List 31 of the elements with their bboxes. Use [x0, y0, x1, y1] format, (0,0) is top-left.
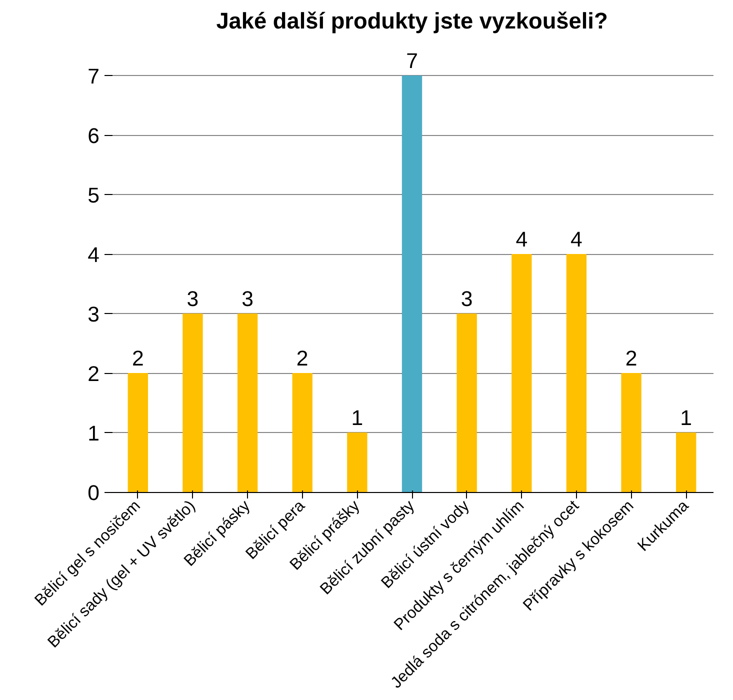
data-label: 1 [680, 406, 692, 430]
bar [182, 313, 203, 492]
y-tick-label: 2 [88, 362, 100, 386]
bar [456, 313, 477, 492]
bar [128, 372, 148, 492]
y-tick-label: 3 [88, 302, 100, 326]
data-label: 2 [625, 346, 638, 370]
data-label: 3 [242, 286, 254, 311]
y-tick-label: 5 [88, 183, 100, 208]
data-label: 2 [296, 346, 308, 370]
y-tick-label: 7 [88, 64, 100, 88]
bar [237, 313, 258, 492]
bar [566, 254, 587, 492]
bar [676, 432, 696, 492]
bar [292, 372, 312, 492]
data-label: 3 [186, 286, 199, 311]
y-tick-label: 0 [88, 481, 100, 505]
data-label: 2 [132, 346, 144, 370]
bar [347, 432, 368, 492]
data-label: 4 [516, 227, 528, 252]
data-label: 1 [351, 406, 364, 430]
y-tick-label: 1 [88, 422, 100, 446]
y-tick-label: 4 [88, 242, 100, 267]
data-label: 7 [406, 48, 418, 73]
bar [512, 254, 532, 492]
chart-title: Jaké další produkty jste vyzkoušeli? [216, 8, 608, 34]
data-label: 4 [570, 227, 583, 252]
y-tick-label: 6 [88, 124, 100, 148]
bar [621, 372, 642, 492]
data-label: 3 [460, 286, 473, 311]
bar [402, 75, 422, 492]
